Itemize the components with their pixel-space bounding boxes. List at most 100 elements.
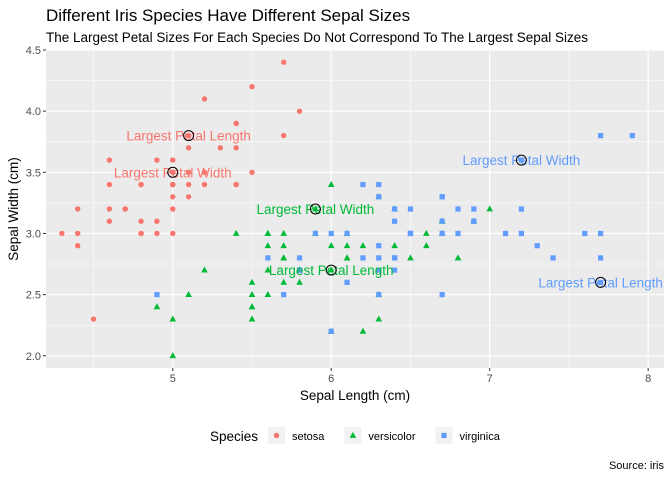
annotation-label: Largest Petal Width: [114, 165, 232, 180]
legend: Species setosa versicolor virginica: [210, 427, 501, 444]
data-point-virginica: [407, 230, 414, 237]
y-tick-label: 2.5: [26, 290, 41, 302]
data-point-virginica: [376, 255, 382, 261]
data-point-virginica: [154, 292, 160, 298]
data-point-versicolor: [169, 315, 177, 322]
data-point-setosa: [154, 230, 160, 237]
annotation-label: Largest Petal Width: [256, 202, 374, 217]
legend-title: Species: [210, 429, 258, 444]
data-point-virginica: [455, 206, 461, 212]
data-point-versicolor: [264, 266, 272, 273]
data-point-setosa: [201, 181, 208, 188]
y-tick-label: 3.0: [26, 228, 41, 240]
x-tick-label: 8: [645, 373, 651, 385]
highlight-ring: [309, 203, 321, 215]
data-point-setosa: [154, 218, 160, 224]
data-point-setosa: [59, 230, 65, 237]
data-point-setosa: [185, 132, 192, 139]
data-point-setosa: [106, 206, 113, 212]
y-tick-label: 3.5: [26, 167, 41, 179]
data-point-virginica: [360, 181, 366, 188]
data-point-setosa: [170, 206, 176, 212]
legend-label-setosa: setosa: [292, 431, 325, 443]
data-point-virginica: [328, 328, 334, 334]
x-tick-label: 7: [487, 373, 493, 385]
data-point-virginica: [534, 243, 540, 249]
data-point-setosa: [233, 181, 239, 188]
data-point-versicolor: [423, 242, 430, 249]
data-point-versicolor: [264, 229, 272, 236]
data-point-setosa: [185, 194, 192, 200]
data-point-versicolor: [232, 229, 240, 236]
data-point-setosa: [185, 169, 192, 176]
data-point-virginica: [296, 255, 303, 261]
annotation-labels: Largest Petal Length Largest Petal Width L…: [114, 129, 663, 291]
data-point-virginica: [296, 267, 303, 273]
data-point-setosa: [233, 145, 239, 151]
data-point-setosa: [201, 169, 208, 176]
data-point-virginica: [518, 230, 524, 237]
data-point-setosa: [154, 157, 160, 163]
data-point-virginica: [439, 292, 445, 298]
data-point-setosa: [170, 157, 176, 163]
grid-major: [46, 49, 664, 368]
data-point-virginica: [598, 230, 604, 237]
data-point-virginica: [629, 133, 635, 139]
data-point-setosa: [122, 206, 128, 212]
data-point-virginica: [376, 194, 382, 200]
data-point-versicolor: [185, 291, 192, 298]
data-point-setosa: [233, 120, 239, 127]
data-point-virginica: [439, 230, 445, 237]
data-point-virginica: [439, 218, 445, 224]
data-point-setosa: [280, 132, 287, 139]
data-point-versicolor: [454, 254, 462, 261]
legend-label-virginica: virginica: [460, 431, 501, 443]
highlight-rings: [167, 130, 607, 288]
data-point-virginica: [598, 279, 604, 285]
data-point-virginica: [550, 255, 556, 261]
data-point-setosa: [201, 96, 208, 102]
data-point-virginica: [598, 133, 604, 139]
annotation-label: Largest Petal Length: [126, 129, 251, 144]
annotation-label: Largest Petal Length: [269, 263, 394, 278]
highlight-ring: [325, 264, 337, 276]
data-point-virginica: [376, 267, 382, 273]
data-point-setosa: [74, 206, 81, 212]
data-point-versicolor: [248, 291, 256, 298]
data-point-virginica: [344, 230, 350, 237]
data-points: [59, 59, 635, 359]
data-point-setosa: [249, 169, 255, 176]
data-point-setosa: [106, 157, 113, 163]
data-point-virginica: [455, 230, 461, 237]
data-point-virginica: [392, 267, 398, 273]
data-point-setosa: [138, 218, 144, 224]
chart-title: Different Iris Species Have Different Se…: [46, 6, 411, 25]
highlight-ring: [167, 166, 179, 178]
data-point-virginica: [376, 292, 382, 298]
data-point-versicolor: [169, 352, 177, 359]
chart-caption: Source: iris: [608, 460, 664, 472]
x-tick-label: 5: [170, 373, 176, 385]
x-axis-title: Sepal Length (cm): [300, 388, 410, 403]
data-point-virginica: [407, 206, 414, 212]
plot-panel: [46, 50, 664, 368]
data-point-virginica: [376, 243, 382, 249]
grid-minor: [46, 50, 664, 368]
legend-label-versicolor: versicolor: [368, 431, 415, 443]
y-axis-ticks: 2.0 2.5 3.0 3.5 4.0 4.5: [26, 45, 46, 363]
data-point-setosa: [185, 145, 192, 151]
legend-symbol-versicolor: [349, 431, 357, 438]
data-point-setosa: [249, 83, 255, 90]
data-point-setosa: [170, 181, 176, 188]
data-point-setosa: [280, 59, 287, 65]
data-point-versicolor: [153, 303, 161, 310]
data-point-versicolor: [486, 205, 493, 212]
data-point-versicolor: [264, 291, 272, 298]
data-point-setosa: [74, 242, 81, 249]
data-point-versicolor: [375, 315, 383, 322]
y-tick-label: 4.5: [26, 45, 41, 57]
data-point-versicolor: [343, 242, 351, 249]
data-point-virginica: [265, 255, 271, 261]
data-point-setosa: [170, 230, 176, 237]
data-point-versicolor: [201, 266, 208, 273]
